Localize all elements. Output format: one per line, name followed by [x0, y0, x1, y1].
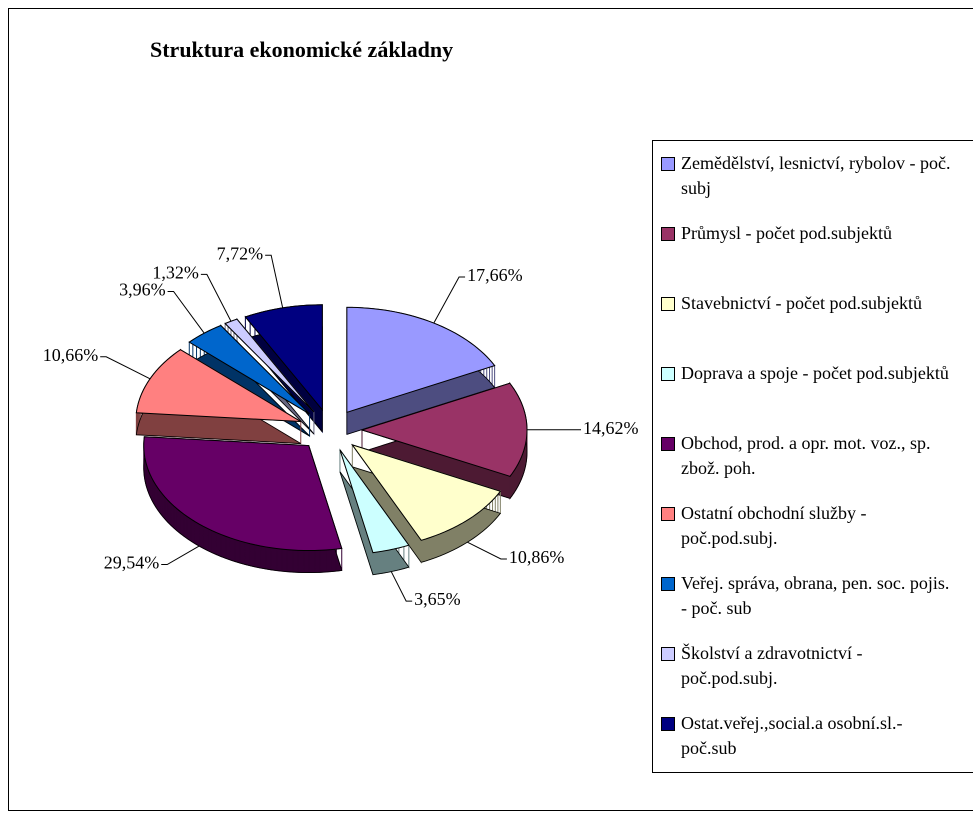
- legend-entry: Školství a zdravotnictví - poč.pod.subj.: [653, 641, 951, 711]
- legend-label: Ostat.veřej.,social.a osobní.sl.-poč.sub: [681, 713, 903, 758]
- data-label: 14,62%: [583, 418, 639, 438]
- slice-top: [143, 436, 343, 552]
- legend-label: Stavebnictví - počet pod.subjektů: [681, 293, 922, 313]
- data-label: 3,96%: [119, 280, 166, 300]
- legend-entry: Veřej. správa, obrana, pen. soc. pojis. …: [653, 571, 951, 641]
- data-label: 29,54%: [104, 553, 160, 573]
- slice-edge: [351, 466, 502, 563]
- slice: [346, 306, 496, 436]
- leader-line: [161, 545, 200, 566]
- legend-swatch: [661, 717, 675, 731]
- slice-top: [351, 443, 502, 541]
- legend-label: Ostatní obchodní služby - poč.pod.subj.: [681, 503, 867, 548]
- legend-entry: Stavebnictví - počet pod.subjektů: [653, 291, 951, 361]
- legend-label: Doprava a spoje - počet pod.subjektů: [681, 363, 949, 383]
- slice: [360, 381, 528, 500]
- chart-frame: [8, 8, 973, 811]
- legend-swatch: [661, 227, 675, 241]
- legend-swatch: [661, 367, 675, 381]
- legend-label: Průmysl - počet pod.subjektů: [681, 223, 892, 243]
- data-label: 10,86%: [509, 547, 565, 567]
- legend-entry: Ostat.veřej.,social.a osobní.sl.-poč.sub: [653, 711, 951, 781]
- leader-line: [265, 254, 284, 308]
- slice: [143, 436, 343, 574]
- slice-top: [244, 304, 323, 412]
- slice: [135, 348, 302, 445]
- legend-label: Obchod, prod. a opr. mot. voz., sp. zbož…: [681, 433, 931, 478]
- leader-line: [200, 273, 232, 322]
- legend-swatch: [661, 507, 675, 521]
- leader-line: [390, 571, 413, 602]
- slice: [339, 448, 410, 576]
- slice-top: [339, 449, 410, 554]
- legend-label: Školství a zdravotnictví - poč.pod.subj.: [681, 643, 863, 688]
- data-label: 17,66%: [467, 265, 523, 285]
- legend-swatch: [661, 577, 675, 591]
- data-label: 7,72%: [217, 243, 264, 263]
- legend-swatch: [661, 297, 675, 311]
- data-label: 10,66%: [43, 345, 99, 365]
- legend-entry: Doprava a spoje - počet pod.subjektů: [653, 361, 951, 431]
- legend-swatch: [661, 647, 675, 661]
- leader-line: [433, 276, 466, 324]
- legend: Zemědělství, lesnictví, rybolov - poč. s…: [652, 140, 973, 773]
- legend-entry: Zemědělství, lesnictví, rybolov - poč. s…: [653, 151, 951, 221]
- leader-line: [167, 290, 205, 334]
- leader-line: [467, 541, 507, 560]
- data-label: 1,32%: [152, 263, 199, 283]
- legend-entry: Obchod, prod. a opr. mot. voz., sp. zbož…: [653, 431, 951, 501]
- legend-entry: Průmysl - počet pod.subjektů: [653, 221, 951, 291]
- slice-edge: [339, 471, 410, 576]
- legend-swatch: [661, 157, 675, 171]
- data-label: 3,65%: [414, 589, 461, 609]
- legend-label: Veřej. správa, obrana, pen. soc. pojis. …: [681, 573, 950, 618]
- slice: [351, 443, 502, 564]
- legend-entry: Ostatní obchodní služby - poč.pod.subj.: [653, 501, 951, 571]
- legend-swatch: [661, 437, 675, 451]
- slice-top: [135, 349, 302, 423]
- leader-line: [100, 356, 151, 380]
- chart-title: Struktura ekonomické základny: [150, 37, 453, 62]
- legend-label: Zemědělství, lesnictví, rybolov - poč. s…: [681, 153, 951, 198]
